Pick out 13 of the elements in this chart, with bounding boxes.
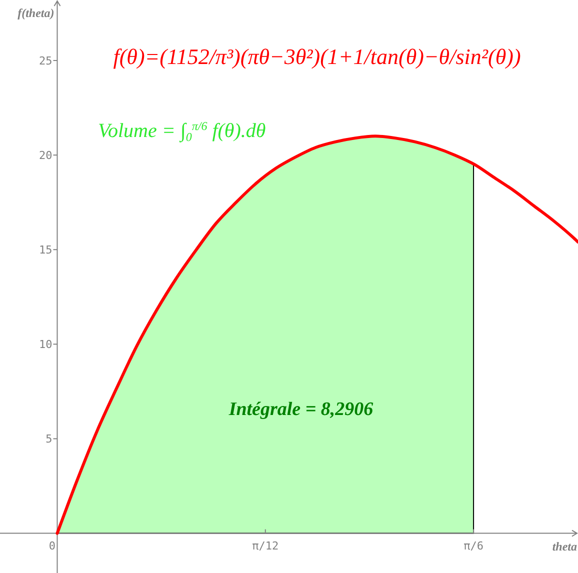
y-axis-title: f(theta) (18, 6, 54, 20)
annotation: Intégrale = 8,2906 (228, 399, 374, 420)
annotation: Volume = ∫$_{0}$$^{π/6}$ f(θ).dθ (98, 118, 266, 144)
y-tick-label: 15 (38, 243, 52, 256)
x-tick-label: π/6 (464, 539, 484, 552)
annotation: f(θ)=(1152/π³)(πθ−3θ²)(1+1/tan(θ)−θ/sin²(θ)) (113, 44, 521, 69)
x-axis-title: theta (552, 539, 577, 554)
y-tick-label: 25 (38, 54, 52, 68)
x-tick-label: π/12 (252, 539, 279, 552)
x-tick-label: 0 (48, 539, 56, 552)
y-tick-label: 20 (38, 148, 52, 162)
y-tick-label: 5 (46, 432, 52, 446)
y-tick-label: 10 (38, 338, 52, 352)
